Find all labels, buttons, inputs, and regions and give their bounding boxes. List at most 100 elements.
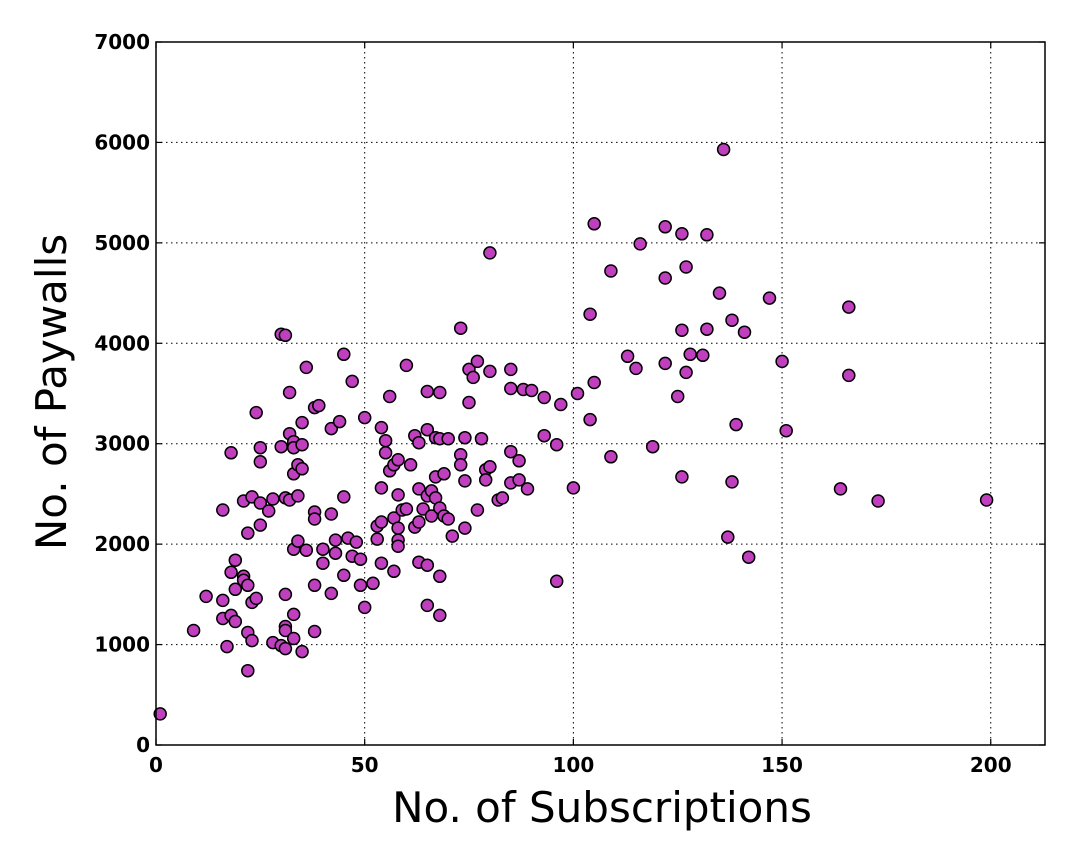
data-point	[453, 321, 468, 335]
data-point	[312, 398, 326, 413]
data-point	[775, 354, 789, 369]
y-tick-label: 6000	[94, 130, 150, 154]
data-point	[316, 556, 330, 570]
data-point	[224, 565, 238, 580]
data-point	[374, 420, 389, 435]
data-point	[871, 494, 885, 508]
data-point	[278, 587, 293, 602]
x-tick-labels: 0 50 100 150 200	[149, 753, 1012, 777]
data-point	[228, 553, 243, 567]
data-point	[716, 142, 731, 157]
tick-marks	[155, 41, 1045, 746]
data-point	[387, 564, 401, 579]
data-point	[842, 368, 856, 383]
data-point	[391, 488, 405, 502]
data-point	[741, 550, 756, 564]
data-point	[670, 389, 685, 404]
y-tick-label: 7000	[94, 30, 150, 54]
data-point	[583, 307, 597, 321]
data-point	[307, 578, 322, 593]
data-point	[762, 291, 777, 305]
data-point	[458, 430, 472, 445]
data-point	[295, 462, 309, 476]
data-point	[412, 435, 426, 450]
x-axis-label: No. of Subscriptions	[392, 783, 812, 832]
data-point	[633, 237, 647, 251]
data-point	[420, 558, 435, 572]
data-point	[199, 589, 213, 604]
y-tick-label: 5000	[94, 231, 150, 255]
y-tick-label: 1000	[94, 633, 150, 657]
data-point	[549, 437, 564, 452]
y-tick-label: 4000	[94, 331, 150, 355]
y-tick-label: 3000	[94, 432, 150, 456]
data-point	[378, 446, 393, 460]
data-point	[374, 515, 389, 529]
data-point	[520, 482, 535, 496]
data-point	[391, 453, 405, 467]
data-point	[337, 347, 351, 362]
data-point	[620, 349, 635, 364]
x-tick-label: 50	[351, 753, 379, 777]
data-point	[299, 360, 314, 375]
data-point	[382, 389, 397, 404]
data-points	[153, 142, 994, 721]
data-point	[278, 623, 293, 638]
data-point	[433, 608, 447, 623]
x-tick-label: 150	[761, 753, 803, 777]
data-point	[299, 543, 314, 557]
data-point	[253, 440, 268, 455]
data-point	[345, 374, 359, 389]
data-point	[549, 574, 564, 589]
data-point	[261, 504, 276, 518]
data-point	[337, 490, 351, 504]
data-point	[554, 397, 568, 412]
data-point	[462, 395, 476, 410]
data-point	[391, 539, 405, 553]
data-point	[696, 348, 710, 363]
data-point	[470, 354, 485, 369]
data-point	[566, 481, 581, 495]
data-point	[216, 503, 230, 517]
data-point	[286, 631, 301, 646]
data-point	[357, 410, 372, 425]
data-point	[291, 534, 305, 548]
data-point	[420, 422, 435, 437]
x-tick-label: 0	[149, 753, 163, 777]
data-point	[332, 414, 347, 429]
data-point	[253, 518, 268, 532]
data-point	[675, 470, 689, 484]
data-point	[483, 364, 497, 379]
data-point	[241, 526, 255, 540]
data-point	[278, 328, 293, 343]
data-point	[220, 639, 234, 654]
data-point	[524, 383, 539, 398]
data-point	[253, 455, 268, 469]
data-point	[241, 578, 255, 593]
data-point	[679, 260, 693, 274]
data-point	[249, 405, 263, 420]
data-point	[721, 530, 735, 544]
data-point	[286, 607, 301, 622]
data-point	[295, 415, 309, 430]
data-point	[433, 569, 447, 584]
data-point	[228, 582, 243, 597]
data-point	[679, 365, 693, 380]
data-point	[537, 390, 551, 405]
data-point	[441, 512, 455, 526]
data-point	[437, 467, 451, 481]
y-tick-labels: 0 1000 2000 3000 4000 5000 6000 7000	[94, 30, 150, 757]
data-point	[420, 598, 435, 613]
data-point	[328, 546, 343, 560]
data-point	[737, 325, 752, 339]
data-point	[700, 228, 714, 242]
data-point	[483, 460, 497, 474]
data-point	[420, 384, 435, 399]
data-point	[378, 433, 393, 448]
data-point	[274, 439, 288, 454]
data-point	[278, 641, 293, 656]
x-tick-label: 200	[970, 753, 1012, 777]
data-point	[458, 474, 472, 488]
data-point	[324, 586, 339, 601]
data-point	[587, 375, 601, 390]
